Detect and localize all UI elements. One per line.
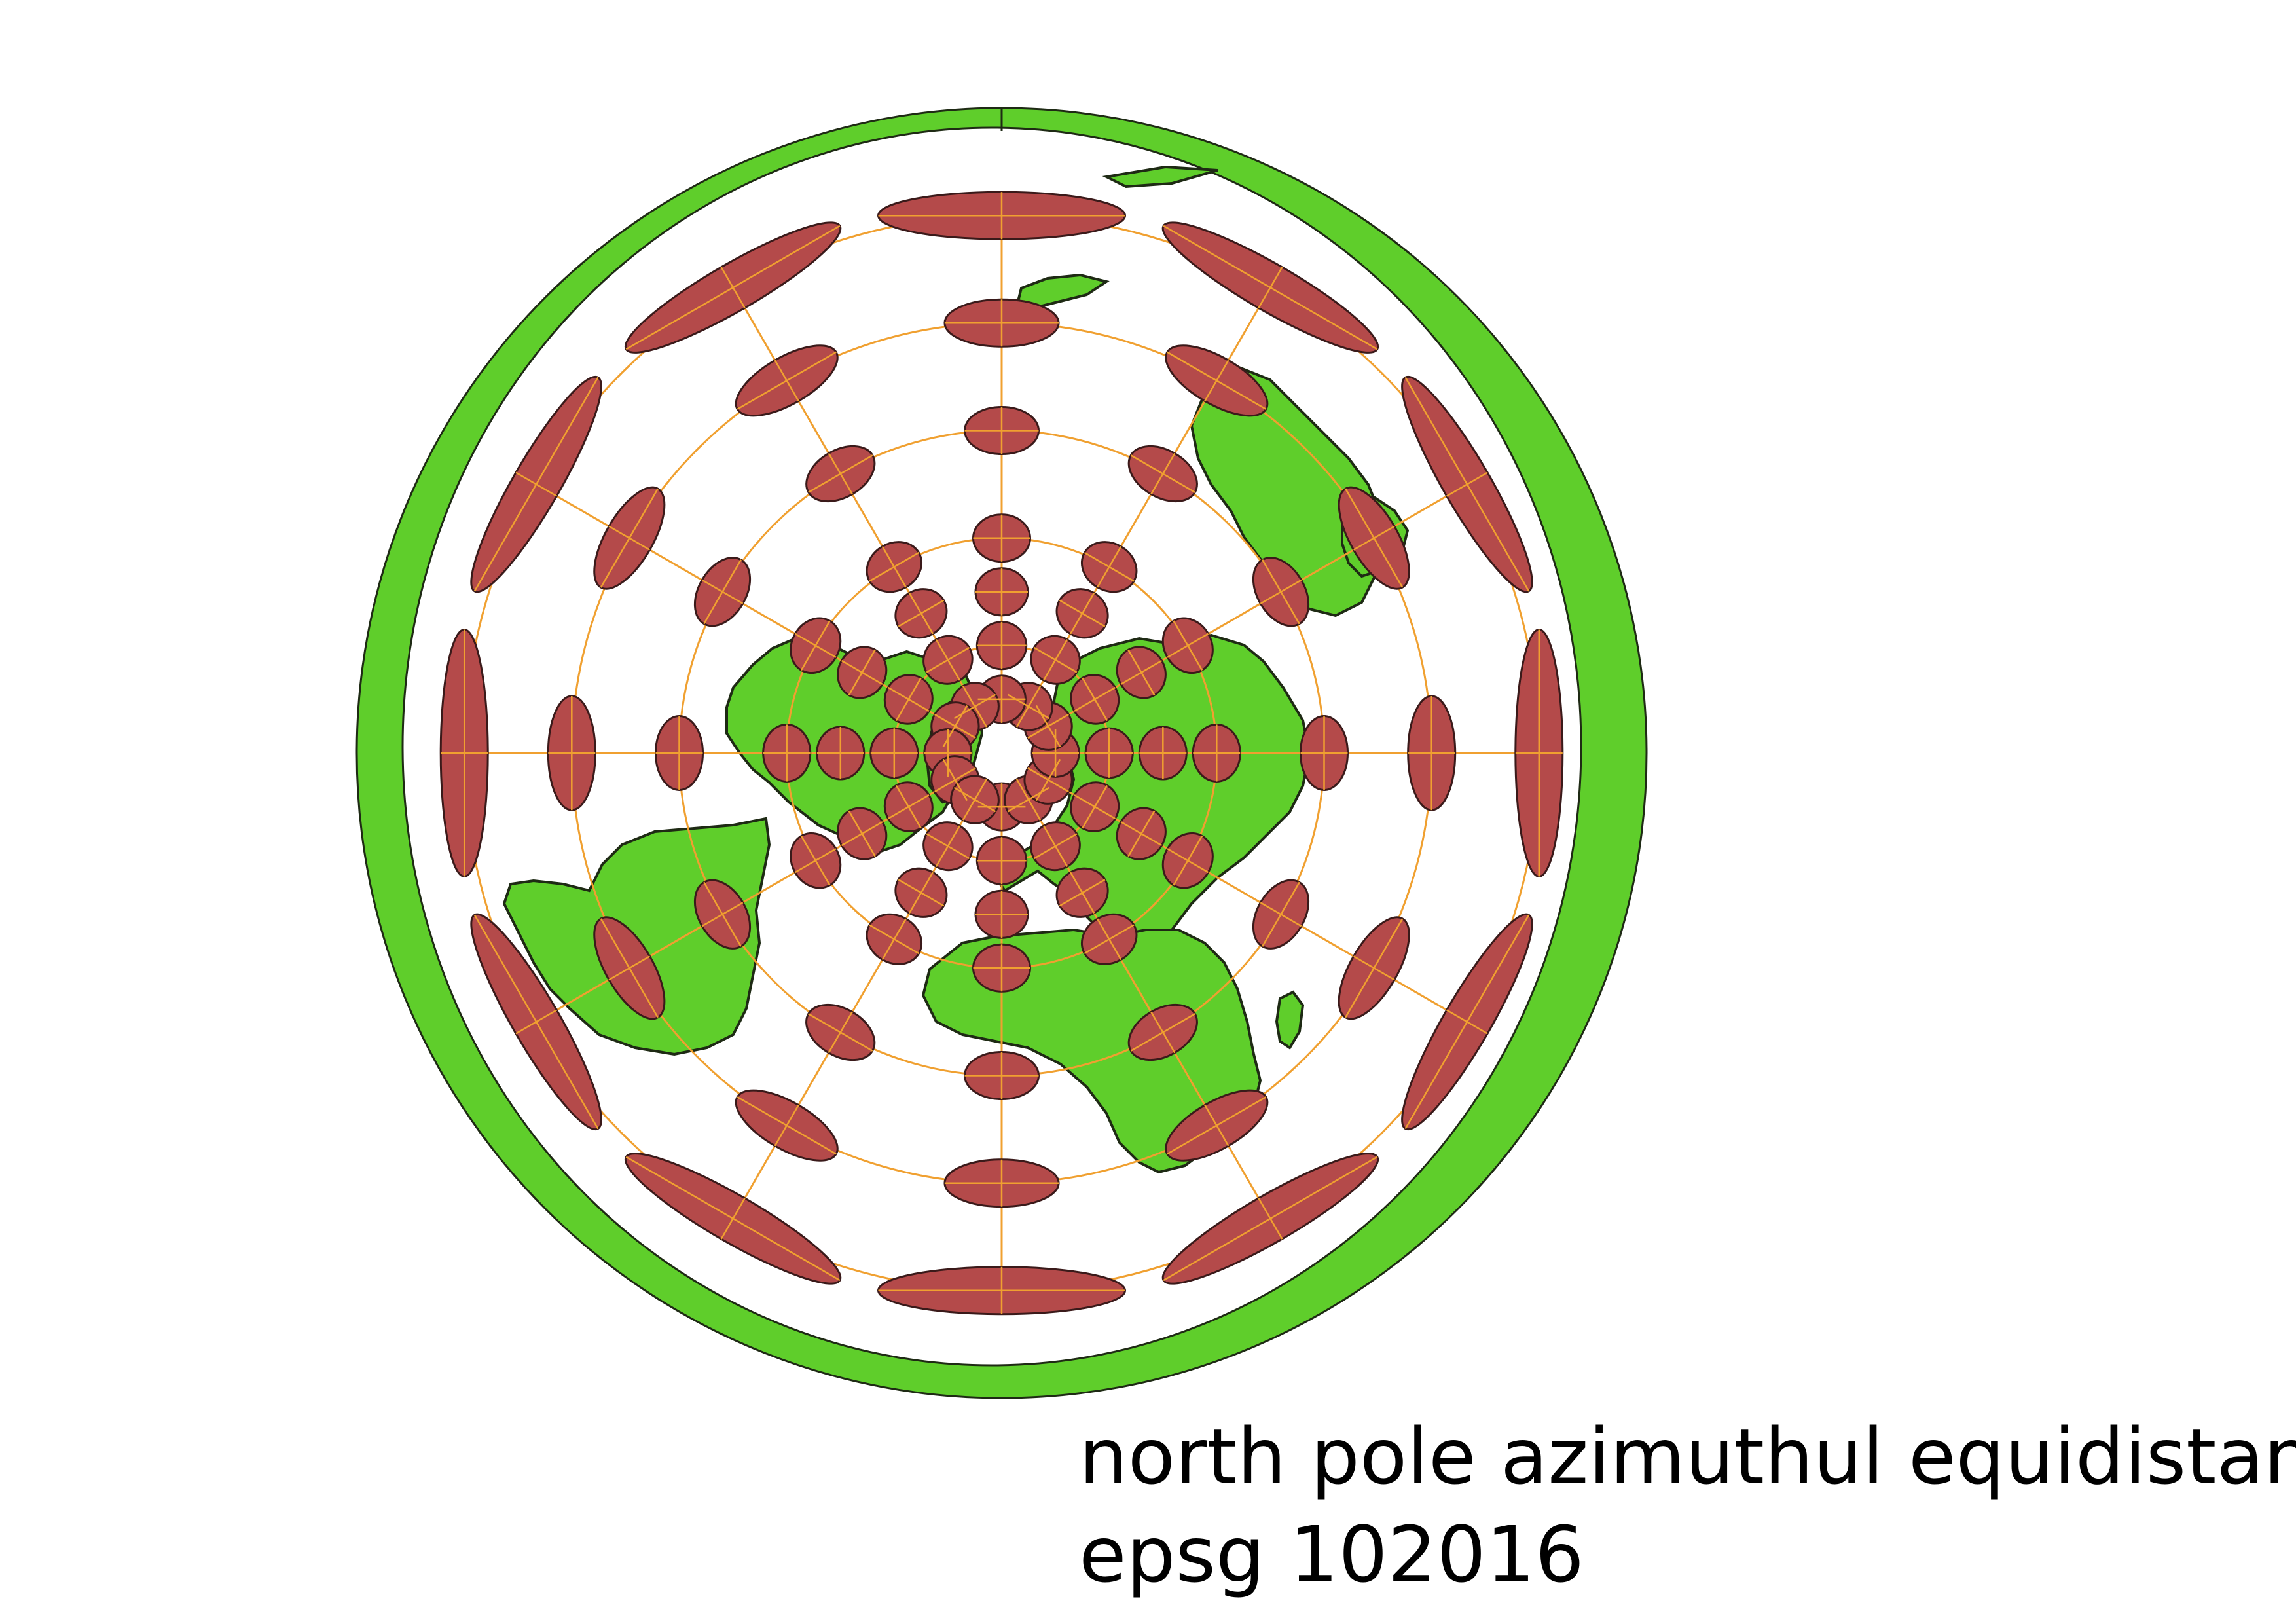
tissot-cross-r6-11: [625, 1156, 841, 1282]
tissot-cross-r6-4: [1404, 377, 1530, 592]
tissot-cross-r6-10: [473, 914, 599, 1130]
tissot-cross-r2-7: [898, 592, 945, 635]
tissot-cross-r2-3: [1139, 727, 1187, 779]
tissot-cross-r5-0: [944, 1159, 1059, 1207]
tissot-cross-r2-10: [841, 810, 883, 857]
graticule-meridian-1: [1027, 799, 1271, 1219]
tissot-cross-r3-8: [794, 620, 837, 671]
graticule-meridian-10: [536, 779, 956, 1023]
tissot-cross-r4-5: [1130, 452, 1195, 495]
tissot-cross-r6-3: [1515, 629, 1563, 877]
tissot-cross-r6-5: [1163, 225, 1378, 350]
tissot-cross-r3-0: [973, 944, 1030, 992]
graticule-meridian-11: [732, 799, 976, 1219]
tissot-cross-r5-5: [1167, 351, 1267, 410]
tissot-cross-r1-3: [1085, 728, 1133, 778]
madagascar-landmass: [1275, 990, 1305, 1050]
tissot-cross-r5-3: [1408, 696, 1455, 811]
east-asia-landmass: [1190, 365, 1390, 618]
tissot-cross-r1-4: [1074, 677, 1116, 722]
tissot-cross-r6-8: [473, 377, 599, 592]
tissot-cross-r2-2: [1120, 810, 1163, 857]
tissot-cross-r4-4: [1260, 559, 1302, 625]
tissot-cross-r4-9: [655, 716, 703, 790]
tissot-cross-r4-6: [964, 407, 1039, 454]
tissot-cross-r6-7: [625, 225, 841, 350]
tissot-cross-r3-7: [869, 545, 920, 588]
tissot-cross-r4-8: [701, 559, 744, 625]
tissot-cross-r4-3: [1300, 716, 1348, 790]
tissot-cross-r1-11: [926, 825, 970, 868]
tissot-cross-r3-1: [1084, 918, 1135, 961]
tissot-cross-r2-0: [975, 891, 1028, 938]
tissot-cross-r6-2: [1404, 914, 1530, 1130]
tissot-cross-r2-9: [816, 727, 864, 779]
tissot-cross-r1-6: [977, 621, 1027, 669]
tissot-cross-r5-11: [737, 1096, 837, 1155]
graticule-meridian-2: [1048, 779, 1468, 1023]
map-caption-title: north pole azimuthul equidistant: [1079, 1411, 2296, 1502]
tissot-cross-r5-8: [600, 488, 659, 588]
tissot-cross-r3-9: [763, 724, 811, 782]
tissot-cross-r1-7: [926, 638, 970, 681]
tissot-cross-r3-2: [1167, 835, 1209, 886]
tissot-cross-r1-9: [870, 728, 918, 778]
tissot-cross-r3-11: [869, 918, 920, 961]
tissot-cross-r4-10: [701, 881, 744, 947]
tissot-cross-r3-4: [1167, 620, 1209, 671]
tissot-cross-r4-0: [964, 1052, 1039, 1099]
tissot-cross-r6-1: [1163, 1156, 1378, 1282]
tissot-cross-r3-5: [1084, 545, 1135, 588]
tissot-cross-r2-11: [898, 872, 945, 914]
tissot-cross-r6-9: [441, 629, 488, 877]
tissot-cross-r5-2: [1345, 918, 1404, 1018]
tissot-cross-r5-9: [548, 696, 596, 811]
tissot-cross-r5-1: [1167, 1096, 1267, 1155]
graticule-meridian-7: [732, 287, 976, 707]
graticule-meridian-8: [536, 483, 956, 728]
tissot-cross-r6-6: [878, 192, 1125, 240]
tissot-cross-r4-2: [1260, 881, 1302, 947]
tissot-cross-r4-7: [808, 452, 873, 495]
tissot-cross-r2-8: [841, 649, 883, 696]
tissot-cross-r5-10: [600, 918, 659, 1018]
tissot-cross-r5-6: [944, 299, 1059, 347]
tissot-cross-r1-1: [1033, 825, 1078, 868]
tissot-cross-r1-10: [887, 784, 930, 829]
tissot-cross-r1-8: [887, 677, 930, 722]
graticule-meridian-4: [1048, 483, 1468, 728]
tissot-cross-r5-7: [737, 351, 837, 410]
tissot-cross-r2-1: [1059, 872, 1106, 914]
tissot-cross-r5-4: [1345, 488, 1404, 588]
tissot-cross-r1-0: [977, 837, 1027, 885]
tissot-cross-r6-0: [878, 1266, 1125, 1314]
tissot-cross-r3-10: [794, 835, 837, 886]
tissot-cross-r4-11: [808, 1011, 873, 1054]
tissot-cross-r3-3: [1193, 724, 1241, 782]
tissot-cross-r2-4: [1120, 649, 1163, 696]
graticule-meridian-5: [1027, 287, 1271, 707]
tissot-cross-r2-6: [975, 568, 1028, 616]
tissot-cross-r3-6: [973, 514, 1030, 562]
tissot-cross-r0-11: [953, 779, 996, 821]
tissot-cross-r2-5: [1059, 592, 1106, 635]
map-caption-epsg: epsg 102016: [1079, 1509, 1584, 1600]
tissot-cross-r1-5: [1033, 638, 1078, 681]
tissot-cross-r4-1: [1130, 1011, 1195, 1054]
tissot-cross-layer: [441, 192, 1563, 1314]
southern-sliver-top: [1102, 165, 1218, 189]
tissot-cross-r1-2: [1074, 784, 1116, 829]
